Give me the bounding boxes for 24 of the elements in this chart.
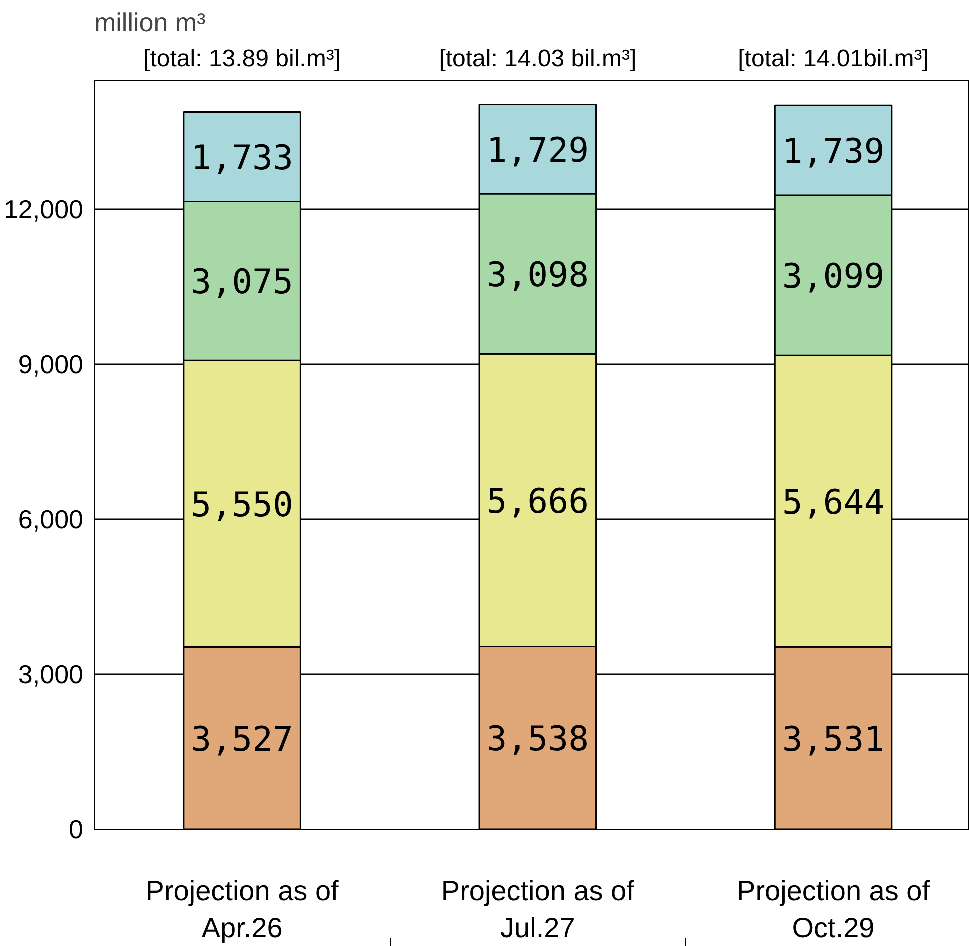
x-tick-label: Projection as of Jul.27 xyxy=(441,876,635,944)
text: [total: 14.01bil.m³] xyxy=(738,46,929,72)
data-label: 1,739 xyxy=(782,132,885,172)
data-label: 3,075 xyxy=(191,262,294,303)
data-label: 5,666 xyxy=(486,482,590,522)
data-label: 3,099 xyxy=(782,257,885,298)
data-label: 1,733 xyxy=(191,138,294,179)
data-label: 1,729 xyxy=(486,130,590,171)
y-tick-label: 3,000 xyxy=(18,660,84,690)
data-label: 3,531 xyxy=(782,720,885,760)
x-tick-label: Projection as of Oct.29 xyxy=(737,876,930,944)
data-label: 3,098 xyxy=(486,256,590,296)
data-label: 3,538 xyxy=(486,720,590,760)
y-tick-label: 12,000 xyxy=(4,194,84,225)
text: [total: 13.89 bil.m³] xyxy=(144,46,342,72)
y-tick-label: 9,000 xyxy=(18,350,84,380)
x-tick-label: Projection as of Apr.26 xyxy=(146,876,340,944)
y-tick-label: 6,000 xyxy=(18,504,84,535)
text: [total: 14.03 bil.m³] xyxy=(439,46,637,72)
y-tick-label: 0 xyxy=(69,814,84,844)
data-label: 3,527 xyxy=(191,720,294,760)
data-label: 5,644 xyxy=(782,482,885,523)
data-label: 5,550 xyxy=(191,485,294,526)
y-axis-title: million m³ xyxy=(94,8,206,38)
